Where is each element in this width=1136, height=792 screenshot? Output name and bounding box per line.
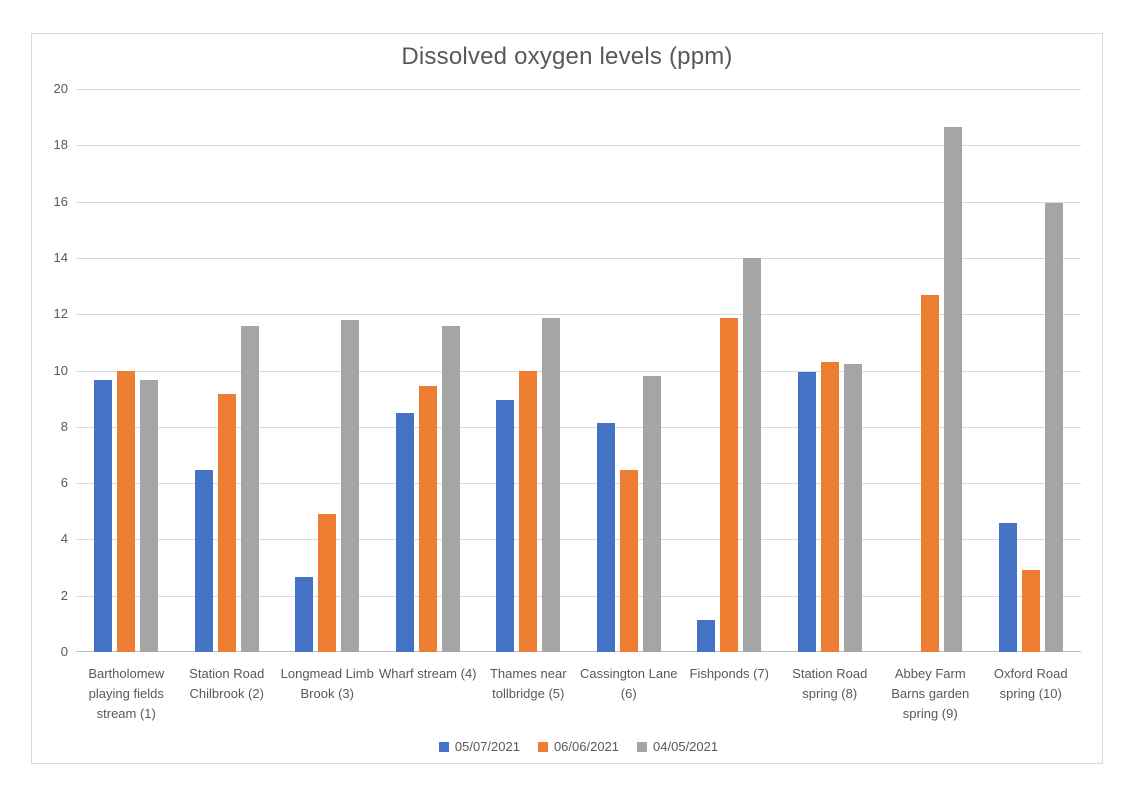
category-label: Abbey Farm Barns garden spring (9): [891, 666, 970, 722]
legend-label: 05/07/2021: [454, 739, 520, 754]
y-tick-label: 16: [53, 194, 68, 209]
bar-group: [277, 89, 378, 652]
bar: [921, 294, 940, 652]
bar-groups: [76, 89, 1081, 652]
category-cell: Longmead Limb Brook (3): [277, 664, 378, 724]
legend-swatch-icon: [438, 741, 449, 752]
bar: [619, 470, 638, 652]
bar: [194, 470, 213, 652]
bar: [94, 379, 113, 652]
y-tick-label: 8: [60, 419, 68, 434]
bar: [697, 619, 716, 652]
gridline: [76, 596, 1081, 597]
category-cell: Cassington Lane (6): [579, 664, 680, 724]
bar: [797, 371, 816, 652]
bar-group: [780, 89, 881, 652]
legend-label: 04/05/2021: [653, 739, 719, 754]
bar-group: [76, 89, 177, 652]
gridline: [76, 202, 1081, 203]
gridline: [76, 539, 1081, 540]
category-label: Longmead Limb Brook (3): [280, 666, 374, 702]
bar-group: [177, 89, 278, 652]
category-cell: Bartholomew playing fields stream (1): [76, 664, 177, 724]
gridline: [76, 371, 1081, 372]
bar: [441, 325, 460, 652]
category-cell: Thames near tollbridge (5): [478, 664, 579, 724]
y-tick-label: 12: [53, 306, 68, 321]
bar-group: [679, 89, 780, 652]
chart-container: Dissolved oxygen levels (ppm) 0 2 4 6 8 10 12 1…: [31, 33, 1103, 764]
category-label: Thames near tollbridge (5): [489, 666, 567, 702]
bar: [117, 370, 136, 652]
gridline: [76, 145, 1081, 146]
category-cell: Abbey Farm Barns garden spring (9): [880, 664, 981, 724]
category-cell: Station Road spring (8): [780, 664, 881, 724]
bar: [720, 318, 739, 652]
plot-area: [76, 89, 1081, 652]
bar: [998, 523, 1017, 652]
y-axis-tick-labels: 0 2 4 6 8 10 12 14 16 18 20: [32, 81, 68, 659]
bar: [944, 127, 963, 652]
category-cell: Wharf stream (4): [378, 664, 479, 724]
legend-swatch-icon: [637, 741, 648, 752]
bar: [418, 386, 437, 652]
bar-group: [880, 89, 981, 652]
y-tick-label: 2: [60, 588, 68, 603]
bar: [519, 370, 538, 652]
gridline: [76, 427, 1081, 428]
y-tick-label: 18: [53, 137, 68, 152]
category-cell: Station Road Chilbrook (2): [177, 664, 278, 724]
category-label: Station Road Chilbrook (2): [189, 666, 265, 702]
bar: [1044, 203, 1063, 652]
y-tick-label: 6: [60, 475, 68, 490]
bar: [743, 257, 762, 652]
y-tick-label: 0: [60, 644, 68, 659]
bar-group: [579, 89, 680, 652]
bar-group: [378, 89, 479, 652]
category-label: Bartholomew playing fields stream (1): [88, 666, 165, 722]
legend: 05/07/2021 06/06/2021 04/05/2021: [76, 739, 1081, 754]
category-label: Oxford Road spring (10): [993, 666, 1068, 702]
category-label: Wharf stream (4): [378, 666, 477, 681]
legend-item: 05/07/2021: [438, 739, 520, 754]
legend-item: 04/05/2021: [637, 739, 718, 754]
bar: [542, 318, 561, 652]
legend-label: 06/06/2021: [553, 739, 620, 754]
bar: [240, 325, 259, 652]
bar: [843, 363, 862, 652]
bar-group: [981, 89, 1082, 652]
bar: [318, 514, 337, 652]
legend-swatch-icon: [537, 741, 548, 752]
bar: [395, 412, 414, 652]
x-axis-line: [76, 651, 1081, 652]
category-cell: Oxford Road spring (10): [981, 664, 1082, 724]
category-cell: Fishponds (7): [679, 664, 780, 724]
category-label: Station Road spring (8): [792, 666, 868, 702]
legend-item: 06/06/2021: [537, 739, 620, 754]
bar: [596, 422, 615, 652]
bar: [217, 394, 236, 652]
bar: [295, 577, 314, 652]
category-label: Cassington Lane (6): [579, 666, 678, 702]
gridline: [76, 314, 1081, 315]
gridline: [76, 89, 1081, 90]
category-label: Fishponds (7): [689, 666, 769, 681]
bar: [1021, 570, 1040, 652]
y-tick-label: 4: [60, 531, 68, 546]
x-axis-category-labels: Bartholomew playing fields stream (1) Sta…: [76, 664, 1081, 724]
bar: [496, 400, 515, 652]
gridline: [76, 483, 1081, 484]
y-tick-label: 20: [53, 81, 68, 96]
bar: [341, 319, 360, 652]
y-tick-label: 14: [53, 250, 68, 265]
gridline: [76, 258, 1081, 259]
chart-title: Dissolved oxygen levels (ppm): [401, 43, 733, 70]
y-tick-label: 10: [53, 363, 68, 378]
bar-group: [478, 89, 579, 652]
bar: [820, 362, 839, 652]
bar: [140, 380, 159, 652]
bar: [642, 376, 661, 652]
